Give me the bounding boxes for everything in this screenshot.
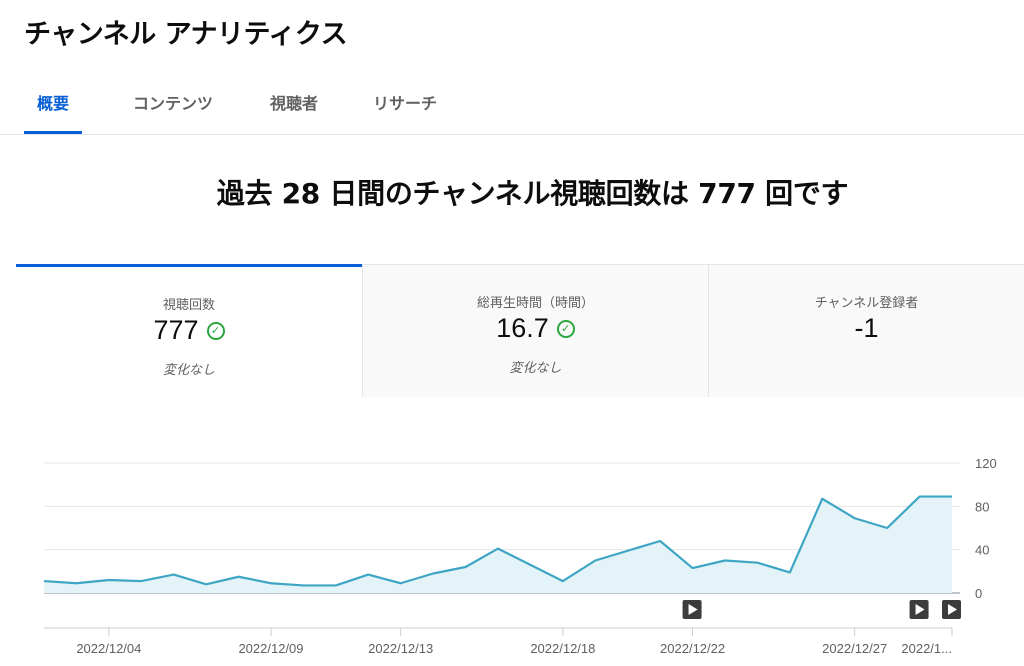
x-tick-label: 2022/12/18 <box>530 641 595 656</box>
card-divider <box>362 264 363 397</box>
x-tick-label: 2022/12/27 <box>822 641 887 656</box>
views-chart: 0 40 80 120 2022/12/04 2022/12/09 2022/12/13 20… <box>43 456 997 656</box>
summary-headline: 過去 28 日間のチャンネル視聴回数は 777 回です <box>216 177 849 210</box>
metric-label: チャンネル登録者 <box>814 296 919 311</box>
tab-content[interactable]: コンテンツ <box>132 94 213 113</box>
x-tick-label: 2022/12/13 <box>368 641 433 656</box>
series-area <box>44 496 952 593</box>
tab-audience[interactable]: 視聴者 <box>269 94 318 113</box>
x-tick-label: 2022/12/22 <box>660 641 725 656</box>
metric-card-subscribers[interactable]: チャンネル登録者 -1 <box>709 264 1024 397</box>
x-tick-label: 2022/12/09 <box>238 641 303 656</box>
metric-value: 16.7 <box>496 313 549 343</box>
play-icon <box>915 604 925 615</box>
y-tick-label: 80 <box>975 499 989 514</box>
series-line <box>43 495 952 587</box>
metric-label: 視聴回数 <box>162 298 215 313</box>
metric-card-views[interactable]: 視聴回数 777 ✓ 変化なし <box>16 264 362 397</box>
x-tick-label: 2022/12/04 <box>76 641 141 656</box>
metric-cards: 視聴回数 777 ✓ 変化なし 総再生時間（時間） 16.7 ✓ 変化なし チャ… <box>16 264 1024 397</box>
play-icon <box>688 604 698 615</box>
tab-bar: 概要 コンテンツ 視聴者 リサーチ <box>0 78 1024 135</box>
check-circle-icon: ✓ <box>206 321 225 340</box>
metric-value: -1 <box>854 313 879 343</box>
page-title: チャンネル アナリティクス <box>24 19 348 50</box>
metric-value: 777 <box>153 315 199 345</box>
metric-card-watch-time[interactable]: 総再生時間（時間） 16.7 ✓ 変化なし <box>363 264 708 397</box>
metric-change: 変化なし <box>162 363 215 378</box>
y-tick-label: 0 <box>975 586 982 601</box>
metric-label: 総再生時間（時間） <box>476 296 594 311</box>
y-tick-label: 120 <box>975 456 997 471</box>
y-tick-label: 40 <box>975 543 989 558</box>
x-tick-label: 2022/1... <box>901 641 952 656</box>
card-divider <box>708 264 709 397</box>
check-circle-icon: ✓ <box>556 319 575 338</box>
tab-research[interactable]: リサーチ <box>372 94 437 113</box>
play-icon <box>948 604 957 615</box>
tab-overview[interactable]: 概要 <box>24 78 82 134</box>
metric-change: 変化なし <box>509 361 562 376</box>
